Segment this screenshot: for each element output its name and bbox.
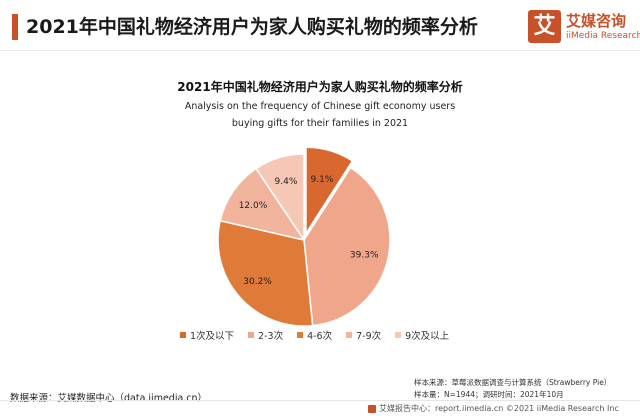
footer-text: 艾媒报告中心：report.iimedia.cn ©2021 iiMedia R…: [379, 404, 619, 413]
legend-label-5: 9次及以上: [405, 331, 450, 342]
pie-slice-3: [217, 219, 314, 327]
legend-swatch-5: [395, 332, 402, 338]
report-center-icon: [368, 404, 376, 413]
legend-swatch-4: [346, 332, 353, 338]
chart-legend: 1次及以下 2-3次 4-6次 7-9次 9次及以上: [180, 328, 449, 342]
title-accent-bar: [12, 14, 18, 40]
logo-name-cn: 艾媒咨询: [566, 12, 627, 30]
sample-size-note: 样本量：N=1944；调研时间：2021年10月: [414, 390, 564, 399]
legend-label-1: 1次及以下: [190, 331, 235, 342]
chart-title: 2021年中国礼物经济用户为家人购买礼物的频率分析: [177, 80, 463, 94]
footer: 艾媒报告中心：report.iimedia.cn ©2021 iiMedia R…: [368, 403, 619, 414]
legend-swatch-2: [248, 332, 255, 338]
legend-label-2: 2-3次: [258, 331, 284, 342]
pie-slice-1: [305, 146, 354, 236]
sample-source-note: 样本来源：草莓派数据调查与计算系统（Strawberry Pie）: [414, 378, 612, 387]
logo-name-en: iiMedia Research: [566, 31, 640, 41]
pie-slice-4: [219, 167, 306, 242]
legend-label-4: 7-9次: [356, 331, 382, 342]
legend-swatch-1: [180, 332, 186, 338]
legend-item-1: 1次及以下: [180, 328, 234, 342]
iimedia-logo: 艾 艾媒咨询 iiMedia Research: [528, 10, 640, 46]
data-source: 数据来源：艾媒数据中心（data.iimedia.cn）: [10, 393, 208, 404]
logo-mark: 艾: [528, 10, 561, 43]
pie-label-1: 9.1%: [311, 175, 334, 185]
pie-label-4: 12.0%: [239, 201, 268, 211]
pie-label-5: 9.4%: [275, 177, 298, 187]
legend-label-3: 4-6次: [307, 331, 333, 342]
chart-subtitle: Analysis on the frequency of Chinese gif…: [184, 101, 456, 129]
footer-divider: [0, 400, 640, 401]
page-title: 2021年中国礼物经济用户为家人购买礼物的频率分析: [26, 16, 478, 38]
legend-item-3: 4-6次: [297, 328, 332, 342]
legend-item-2: 2-3次: [248, 328, 283, 342]
legend-item-4: 7-9次: [346, 328, 381, 342]
legend-item-5: 9次及以上: [395, 328, 449, 342]
pie-slice-5: [255, 153, 305, 243]
pie-label-3: 30.2%: [243, 277, 272, 287]
legend-swatch-3: [297, 332, 304, 338]
pie-slice-2: [303, 166, 391, 327]
pie-label-2: 39.3%: [350, 250, 379, 260]
header-divider: [0, 50, 640, 51]
